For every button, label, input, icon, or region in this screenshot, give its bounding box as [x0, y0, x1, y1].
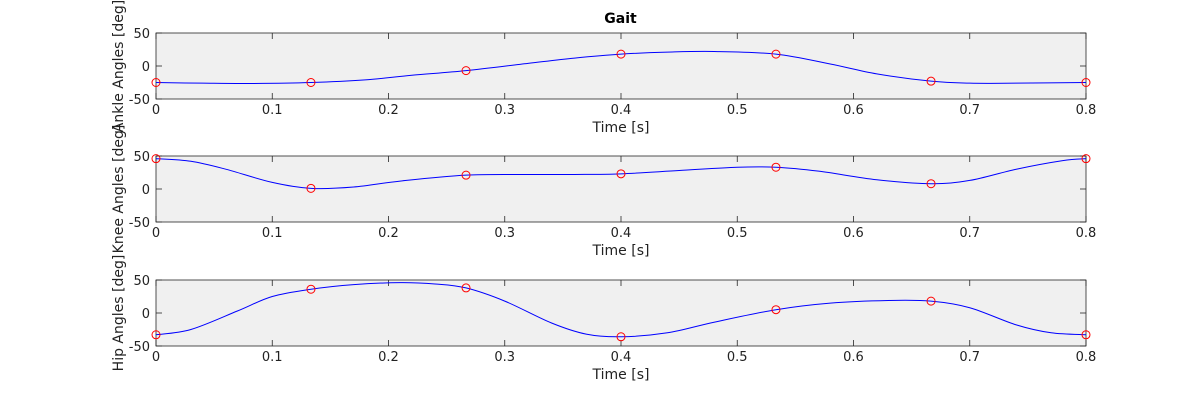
- knee-y-tick-label: -50: [129, 216, 150, 231]
- hip-keyframe-marker: [926, 296, 936, 306]
- hip-keyframe-marker: [1081, 330, 1091, 340]
- hip-keyframe-marker: [771, 305, 781, 315]
- knee-x-tick-label: 0: [152, 226, 160, 241]
- hip-angle-curve: [155, 282, 1087, 338]
- ankle-keyframe-marker: [771, 49, 781, 59]
- ankle-x-tick-label: 0.2: [378, 103, 399, 118]
- ankle-x-tick-label: 0.7: [959, 103, 980, 118]
- hip-x-tick-label: 0.8: [1076, 350, 1097, 365]
- ankle-x-tick-label: 0.1: [262, 103, 283, 118]
- knee-keyframe-marker: [151, 154, 161, 164]
- hip-y-tick-label: -50: [129, 340, 150, 355]
- ankle-x-tick-label: 0.4: [611, 103, 632, 118]
- ankle-keyframe-marker: [461, 66, 471, 76]
- ankle-y-tick-label: 0: [142, 60, 150, 75]
- hip-x-tick-label: 0.2: [378, 350, 399, 365]
- hip-plot-area: [155, 279, 1087, 347]
- hip-y-axis-label: Hip Angles [deg]: [111, 255, 127, 372]
- knee-keyframe-marker: [616, 169, 626, 179]
- ankle-x-tick-label: 0.8: [1076, 103, 1097, 118]
- ankle-keyframe-marker: [306, 78, 316, 87]
- knee-y-axis-label: Knee Angles [deg]: [111, 125, 127, 254]
- hip-keyframe-marker: [616, 332, 626, 342]
- hip-x-axis-label: Time [s]: [592, 367, 650, 383]
- ankle-x-tick-label: 0.3: [494, 103, 515, 118]
- ankle-y-tick-label: -50: [129, 93, 150, 108]
- knee-keyframe-marker: [926, 179, 936, 189]
- hip-y-tick-label: 50: [133, 274, 150, 289]
- hip-x-tick-label: 0.6: [843, 350, 864, 365]
- knee-keyframe-marker: [771, 162, 781, 172]
- figure-title: Gait: [604, 11, 637, 27]
- knee-x-tick-label: 0.3: [494, 226, 515, 241]
- ankle-angle-curve: [155, 50, 1087, 85]
- ankle-y-tick-label: 50: [133, 27, 150, 42]
- knee-x-tick-label: 0.1: [262, 226, 283, 241]
- knee-keyframe-marker: [306, 183, 316, 193]
- ankle-x-tick-label: 0: [152, 103, 160, 118]
- ankle-keyframe-marker: [926, 76, 936, 86]
- knee-x-tick-label: 0.7: [959, 226, 980, 241]
- hip-x-tick-label: 0.1: [262, 350, 283, 365]
- knee-x-tick-label: 0.6: [843, 226, 864, 241]
- knee-y-tick-label: 50: [133, 150, 150, 165]
- ankle-x-axis-label: Time [s]: [592, 120, 650, 136]
- knee-keyframe-marker: [461, 170, 471, 180]
- knee-x-tick-label: 0.2: [378, 226, 399, 241]
- knee-keyframe-marker: [1081, 154, 1091, 164]
- ankle-x-tick-label: 0.6: [843, 103, 864, 118]
- ankle-keyframe-marker: [1081, 78, 1091, 87]
- hip-x-tick-label: 0.5: [727, 350, 748, 365]
- knee-angle-curve: [155, 158, 1087, 190]
- ankle-keyframe-marker: [616, 49, 626, 59]
- hip-keyframe-marker: [151, 330, 161, 340]
- hip-x-tick-label: 0: [152, 350, 160, 365]
- knee-x-axis-label: Time [s]: [592, 243, 650, 259]
- hip-x-tick-label: 0.4: [611, 350, 632, 365]
- knee-y-tick-label: 0: [142, 183, 150, 198]
- ankle-y-axis-label: Ankle Angles [deg]: [111, 0, 127, 132]
- hip-x-tick-label: 0.7: [959, 350, 980, 365]
- knee-x-tick-label: 0.8: [1076, 226, 1097, 241]
- knee-x-tick-label: 0.5: [727, 226, 748, 241]
- knee-plot-area: [155, 155, 1087, 223]
- ankle-plot-area: [155, 32, 1087, 100]
- hip-keyframe-marker: [461, 283, 471, 293]
- ankle-x-tick-label: 0.5: [727, 103, 748, 118]
- hip-y-tick-label: 0: [142, 307, 150, 322]
- knee-x-tick-label: 0.4: [611, 226, 632, 241]
- hip-x-tick-label: 0.3: [494, 350, 515, 365]
- ankle-keyframe-marker: [151, 78, 161, 87]
- hip-keyframe-marker: [306, 284, 316, 294]
